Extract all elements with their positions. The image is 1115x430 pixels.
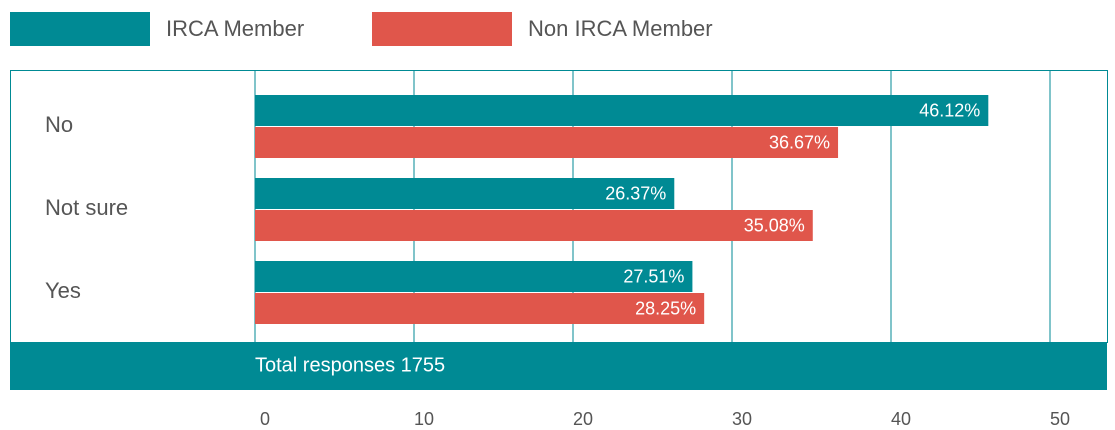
legend-label: IRCA Member bbox=[166, 16, 304, 41]
bar bbox=[255, 293, 705, 324]
x-tick-label: 0 bbox=[260, 409, 270, 429]
footer-text: Total responses 1755 bbox=[255, 354, 445, 376]
legend-swatch bbox=[10, 12, 150, 46]
category-label: No bbox=[45, 112, 73, 137]
legend-swatch bbox=[372, 12, 512, 46]
bar bbox=[255, 95, 989, 126]
x-tick-label: 20 bbox=[573, 409, 593, 429]
value-label: 28.25% bbox=[635, 298, 696, 318]
x-tick-label: 10 bbox=[414, 409, 434, 429]
category-label: Yes bbox=[45, 278, 81, 303]
footer-band bbox=[10, 342, 1107, 390]
value-label: 35.08% bbox=[744, 215, 805, 235]
value-label: 26.37% bbox=[605, 183, 666, 203]
value-label: 46.12% bbox=[919, 100, 980, 120]
x-tick-label: 40 bbox=[891, 409, 911, 429]
category-label: Not sure bbox=[45, 195, 128, 220]
value-label: 36.67% bbox=[769, 132, 830, 152]
bar bbox=[255, 261, 693, 292]
bar bbox=[255, 127, 839, 158]
bar bbox=[255, 210, 813, 241]
legend-label: Non IRCA Member bbox=[528, 16, 713, 41]
x-tick-label: 30 bbox=[732, 409, 752, 429]
bar bbox=[255, 178, 675, 209]
value-label: 27.51% bbox=[623, 266, 684, 286]
x-tick-label: 50 bbox=[1050, 409, 1070, 429]
